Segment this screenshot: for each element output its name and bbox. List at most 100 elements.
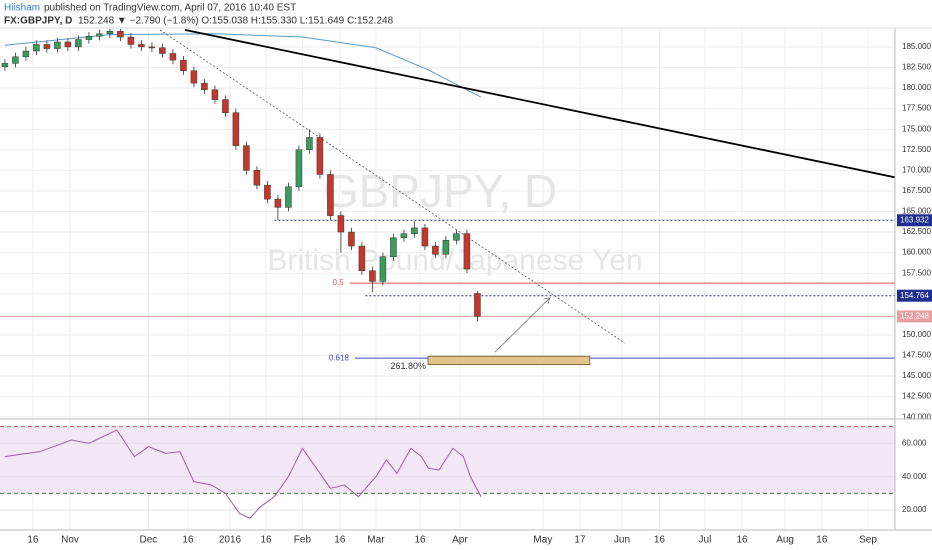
y-tick-label: 162.500 — [902, 227, 931, 236]
candle-body — [190, 70, 198, 84]
candle-body — [75, 39, 82, 48]
x-tick-label: Jul — [699, 535, 712, 546]
publisher[interactable]: Hiisham — [4, 3, 40, 14]
x-tick-label: 16 — [736, 535, 748, 546]
y-tick-label: 180.000 — [902, 83, 931, 92]
candle-body — [432, 245, 439, 255]
candle-body — [400, 233, 408, 239]
y-tick-label: 170.000 — [902, 165, 931, 174]
y-tick-label: 142.500 — [902, 392, 931, 401]
x-tick-label: May — [533, 535, 552, 546]
symbol: FX:GBPJPY, D — [4, 16, 72, 27]
candle-body — [1, 63, 9, 67]
candle-body — [106, 31, 114, 35]
candle-body — [463, 233, 471, 270]
candle-body — [96, 33, 103, 37]
x-tick-label: Apr — [452, 535, 468, 546]
rsi-tick-label: 20.000 — [902, 505, 927, 514]
x-tick-label: Nov — [61, 535, 79, 546]
fib-label: 0.618 — [329, 353, 350, 362]
candle-body — [222, 99, 229, 113]
candle-body — [211, 89, 219, 100]
y-tick-label: 177.500 — [902, 104, 931, 113]
candle-body — [285, 186, 292, 208]
box-label: 261.80% — [391, 361, 427, 371]
y-tick-label: 172.500 — [902, 145, 931, 154]
x-tick-label: Mar — [367, 535, 385, 546]
candle-body — [316, 137, 324, 175]
candle-body — [453, 233, 460, 241]
candle-body — [337, 215, 345, 233]
watermark-name: British Pound/Japanese Yen — [267, 244, 642, 277]
price-tag-label: 152.248 — [900, 312, 929, 321]
candle-body — [390, 237, 397, 257]
y-tick-label: 150.000 — [902, 330, 931, 339]
price-tag-label: 163.932 — [900, 215, 929, 224]
y-tick-label: 145.000 — [902, 371, 931, 380]
x-tick-label: 16 — [334, 535, 346, 546]
candle-body — [327, 174, 334, 216]
x-tick-label: 17 — [574, 535, 586, 546]
y-tick-label: 185.000 — [902, 42, 931, 51]
x-tick-label: Sep — [859, 535, 877, 546]
candle-body — [358, 245, 366, 271]
candle-body — [253, 170, 261, 186]
quote: 152.248 ▼ −2.790 (−1.8%) O:155.038 H:155… — [78, 16, 394, 27]
candle-body — [369, 270, 376, 282]
x-tick-label: Aug — [776, 535, 794, 546]
candle-body — [85, 35, 93, 40]
trendline — [159, 29, 626, 344]
price-tag — [897, 214, 932, 227]
candle-body — [148, 46, 156, 49]
fib-label: 0.5 — [333, 278, 345, 287]
y-tick-label: 160.000 — [902, 248, 931, 257]
y-tick-label: 167.500 — [902, 186, 931, 195]
arrow — [494, 297, 551, 353]
candle-body — [295, 149, 303, 188]
x-tick-label: 16 — [816, 535, 828, 546]
candle-body — [169, 53, 177, 61]
target-box — [427, 355, 591, 366]
candle-body — [43, 44, 51, 49]
x-tick-label: 16 — [182, 535, 194, 546]
candle-body — [64, 41, 72, 48]
arrow-head — [543, 297, 551, 304]
y-tick-label: 175.000 — [902, 124, 931, 133]
x-tick-label: 16 — [654, 535, 666, 546]
candle-body — [306, 137, 313, 151]
candle-body — [117, 31, 124, 38]
watermark-symbol: GBPJPY, D — [323, 165, 557, 217]
candle-body — [379, 256, 387, 282]
candle-body — [54, 41, 61, 49]
y-tick-label: 140.000 — [902, 412, 931, 421]
candle-body — [22, 50, 30, 58]
candle-body — [264, 184, 271, 200]
candle-body — [474, 293, 481, 317]
rsi-tick-label: 40.000 — [902, 472, 927, 481]
candle-body — [348, 231, 355, 247]
candle-body — [411, 227, 418, 234]
x-tick-label: 16 — [27, 535, 39, 546]
candle-body — [201, 82, 208, 90]
y-tick-label: 182.500 — [902, 63, 931, 72]
rsi-tick-label: 60.000 — [902, 438, 927, 447]
x-tick-label: Jun — [614, 535, 630, 546]
candle-body — [127, 36, 135, 45]
published: published on TradingView.com, April 07, … — [44, 3, 296, 14]
candle-body — [159, 47, 166, 54]
candle-body — [274, 198, 282, 208]
candle-body — [232, 112, 240, 146]
candle-body — [33, 44, 40, 52]
candle-body — [12, 56, 19, 64]
candle-body — [243, 145, 250, 171]
x-tick-label: 16 — [414, 535, 426, 546]
candle-body — [180, 59, 187, 72]
price-tag — [897, 289, 932, 302]
y-tick-label: 157.500 — [902, 268, 931, 277]
x-tick-label: 16 — [260, 535, 272, 546]
y-tick-label: 147.500 — [902, 351, 931, 360]
rsi-band — [0, 426, 895, 494]
candle-body — [421, 227, 429, 247]
x-tick-label: Dec — [140, 535, 158, 546]
